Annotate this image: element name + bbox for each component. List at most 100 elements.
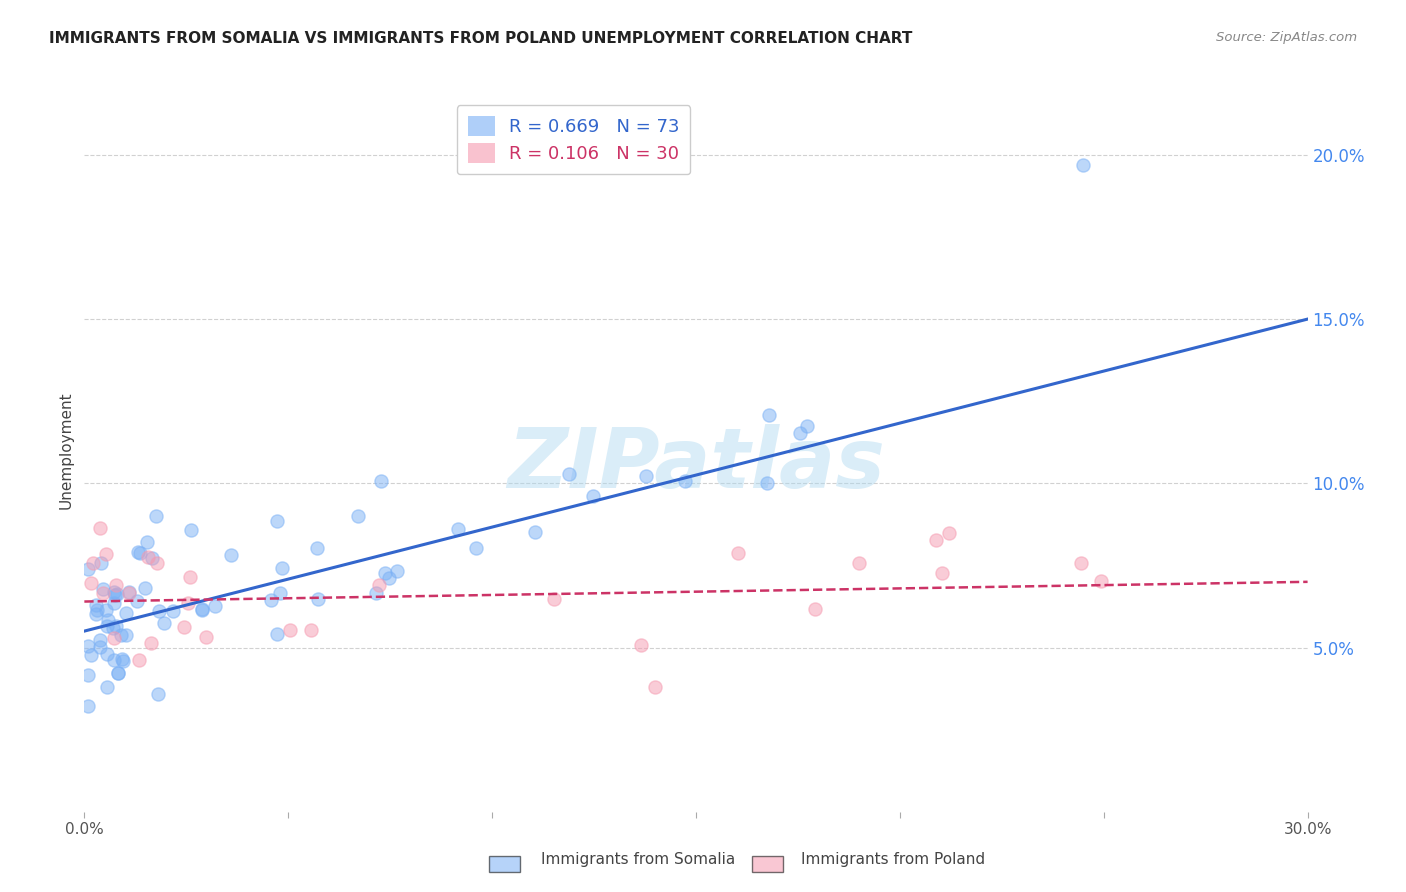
Immigrants from Poland: [803, 601, 825, 615]
Immigrants from Somalia: [374, 566, 396, 580]
Immigrants from Somalia: [219, 549, 242, 563]
Immigrants from Somalia: [370, 474, 392, 488]
Immigrants from Poland: [194, 630, 217, 644]
Immigrants from Somalia: [127, 545, 149, 559]
Immigrants from Somalia: [789, 425, 811, 440]
Immigrants from Somalia: [378, 571, 401, 585]
Immigrants from Somalia: [103, 585, 125, 599]
Immigrants from Somalia: [111, 652, 134, 666]
Immigrants from Somalia: [758, 408, 780, 422]
Immigrants from Somalia: [141, 551, 163, 566]
Immigrants from Somalia: [1073, 158, 1095, 172]
Immigrants from Somalia: [125, 594, 148, 608]
Immigrants from Poland: [543, 592, 565, 607]
Text: Immigrants from Poland: Immigrants from Poland: [801, 852, 986, 867]
Immigrants from Poland: [146, 556, 169, 570]
Immigrants from Somalia: [96, 619, 118, 633]
Text: Source: ZipAtlas.com: Source: ZipAtlas.com: [1216, 31, 1357, 45]
Immigrants from Poland: [644, 680, 666, 694]
Legend: R = 0.669   N = 73, R = 0.106   N = 30: R = 0.669 N = 73, R = 0.106 N = 30: [457, 105, 690, 174]
Immigrants from Somalia: [77, 668, 100, 682]
Immigrants from Somalia: [673, 474, 696, 488]
Immigrants from Poland: [80, 575, 103, 590]
Immigrants from Somalia: [153, 615, 176, 630]
Text: Immigrants from Somalia: Immigrants from Somalia: [541, 852, 735, 867]
Immigrants from Poland: [280, 624, 302, 638]
Immigrants from Somalia: [162, 604, 184, 618]
Immigrants from Somalia: [136, 535, 159, 549]
Immigrants from Poland: [91, 586, 114, 600]
Immigrants from Somalia: [307, 592, 329, 607]
Immigrants from Somalia: [114, 606, 136, 620]
Immigrants from Poland: [82, 556, 104, 570]
Immigrants from Somalia: [89, 632, 111, 647]
Immigrants from Poland: [727, 546, 749, 560]
Immigrants from Somalia: [103, 596, 125, 610]
Immigrants from Somalia: [755, 476, 778, 491]
Immigrants from Somalia: [636, 468, 658, 483]
Immigrants from Somalia: [86, 603, 108, 617]
Immigrants from Somalia: [115, 628, 138, 642]
Immigrants from Somalia: [96, 647, 118, 661]
Immigrants from Somalia: [134, 582, 156, 596]
Immigrants from Somalia: [305, 541, 328, 555]
Immigrants from Somalia: [266, 627, 288, 641]
Immigrants from Somalia: [204, 599, 226, 613]
Immigrants from Poland: [136, 549, 159, 564]
Immigrants from Somalia: [112, 654, 135, 668]
Immigrants from Somalia: [77, 698, 100, 713]
Immigrants from Somalia: [464, 541, 486, 555]
Immigrants from Poland: [118, 586, 141, 600]
Immigrants from Somalia: [101, 621, 124, 635]
Immigrants from Somalia: [84, 598, 107, 612]
Immigrants from Somalia: [105, 587, 128, 601]
Immigrants from Somalia: [77, 561, 100, 575]
Immigrants from Somalia: [97, 614, 120, 628]
Immigrants from Somalia: [558, 467, 581, 481]
Immigrants from Somalia: [77, 639, 100, 653]
Immigrants from Somalia: [260, 592, 283, 607]
Immigrants from Somalia: [269, 586, 291, 600]
Immigrants from Somalia: [364, 586, 387, 600]
Immigrants from Somalia: [89, 640, 111, 655]
Immigrants from Poland: [103, 631, 125, 645]
Immigrants from Somalia: [80, 648, 103, 662]
Immigrants from Somalia: [107, 665, 129, 680]
Immigrants from Somalia: [91, 582, 114, 597]
Immigrants from Poland: [630, 638, 652, 652]
Immigrants from Somalia: [180, 524, 202, 538]
Immigrants from Somalia: [347, 509, 370, 524]
Immigrants from Poland: [938, 525, 960, 540]
Immigrants from Somalia: [270, 561, 292, 575]
Immigrants from Somalia: [105, 619, 128, 633]
Immigrants from Poland: [925, 533, 948, 547]
Text: ZIPatlas: ZIPatlas: [508, 425, 884, 506]
Immigrants from Somalia: [148, 687, 170, 701]
Immigrants from Somalia: [96, 680, 118, 694]
Immigrants from Somalia: [103, 653, 125, 667]
Immigrants from Somalia: [104, 588, 127, 602]
Immigrants from Poland: [848, 556, 870, 570]
Immigrants from Poland: [1070, 557, 1092, 571]
Immigrants from Poland: [1090, 574, 1112, 588]
Immigrants from Poland: [139, 635, 162, 649]
Immigrants from Poland: [179, 570, 201, 584]
Text: IMMIGRANTS FROM SOMALIA VS IMMIGRANTS FROM POLAND UNEMPLOYMENT CORRELATION CHART: IMMIGRANTS FROM SOMALIA VS IMMIGRANTS FR…: [49, 31, 912, 46]
Immigrants from Somalia: [447, 522, 470, 536]
Immigrants from Somalia: [190, 602, 212, 616]
Immigrants from Poland: [176, 597, 198, 611]
Immigrants from Somalia: [107, 666, 129, 681]
Immigrants from Somalia: [191, 603, 214, 617]
Immigrants from Somalia: [118, 584, 141, 599]
Immigrants from Poland: [104, 578, 127, 592]
Immigrants from Somalia: [385, 564, 408, 578]
Immigrants from Somalia: [796, 418, 818, 433]
Immigrants from Somalia: [148, 604, 170, 618]
Immigrants from Poland: [299, 623, 322, 637]
Immigrants from Poland: [89, 521, 111, 535]
Immigrants from Somalia: [266, 514, 288, 528]
Immigrants from Somalia: [94, 602, 117, 616]
Immigrants from Somalia: [129, 546, 152, 560]
Immigrants from Somalia: [110, 627, 132, 641]
Immigrants from Somalia: [523, 524, 546, 539]
